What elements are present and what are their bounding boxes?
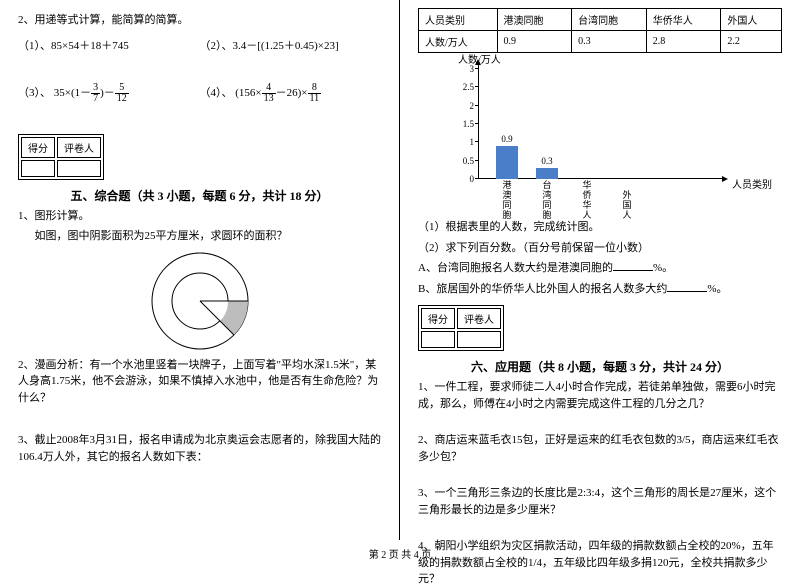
s5-q3: 3、截止2008年3月31日，报名申请成为北京奥运会志愿者的，除我国大陆的106… — [18, 432, 381, 465]
volunteer-table: 人员类别港澳同胞台湾同胞华侨华人外国人 人数/万人0.90.32.82.2 — [418, 8, 782, 53]
section-5-title: 五、综合题（共 3 小题，每题 6 分，共计 18 分） — [18, 187, 381, 204]
s5-subA: A、台湾同胞报名人数大约是港澳同胞的%。 — [418, 260, 782, 277]
score-box-6: 得分评卷人 — [418, 305, 504, 351]
s6-q1: 1、一件工程，要求师徒二人4小时合作完成，若徒弟单独做，需要6小时完成，那么，师… — [418, 379, 782, 412]
q2-3: （3）、 35×(1－37)－512 — [18, 83, 200, 104]
bar-chart: 人数/万人 32.521.510.500.9港澳同胞0.3台湾同胞华侨华人外国人… — [448, 59, 782, 209]
score-box-5: 得分评卷人 — [18, 134, 104, 180]
s5-sub2: （2）求下列百分数。（百分号前保留一位小数） — [418, 240, 782, 257]
q2-1: （1）、85×54＋18＋745 — [18, 37, 200, 53]
q2-4: （4）、 (156×413－26)×811 — [200, 83, 382, 104]
section-6-title: 六、应用题（共 8 小题，每题 3 分，共计 24 分） — [418, 358, 782, 375]
page-footer: 第 2 页 共 4 页 — [0, 546, 800, 561]
ring-figure — [150, 251, 250, 351]
q2-2: （2）、3.4－[(1.25＋0.45)×23] — [200, 37, 382, 53]
q2-intro: 2、用递等式计算，能简算的简算。 — [18, 12, 381, 29]
s5-q1: 1、图形计算。 — [18, 208, 381, 225]
s5-sub1: （1）根据表里的人数，完成统计图。 — [418, 219, 782, 236]
s5-subB: B、旅居国外的华侨华人比外国人的报名人数多大约%。 — [418, 281, 782, 298]
s5-q2: 2、漫画分析：有一个水池里竖着一块牌子，上面写着"平均水深1.5米"，某人身高1… — [18, 357, 381, 407]
s5-q1-body: 如图，图中阴影面积为25平方厘米，求圆环的面积？ — [18, 228, 381, 245]
s6-q3: 3、一个三角形三条边的长度比是2:3:4，这个三角形的周长是27厘米，这个三角形… — [418, 485, 782, 518]
s6-q2: 2、商店运来蓝毛衣15包，正好是运来的红毛衣包数的3/5，商店运来红毛衣多少包？ — [418, 432, 782, 465]
